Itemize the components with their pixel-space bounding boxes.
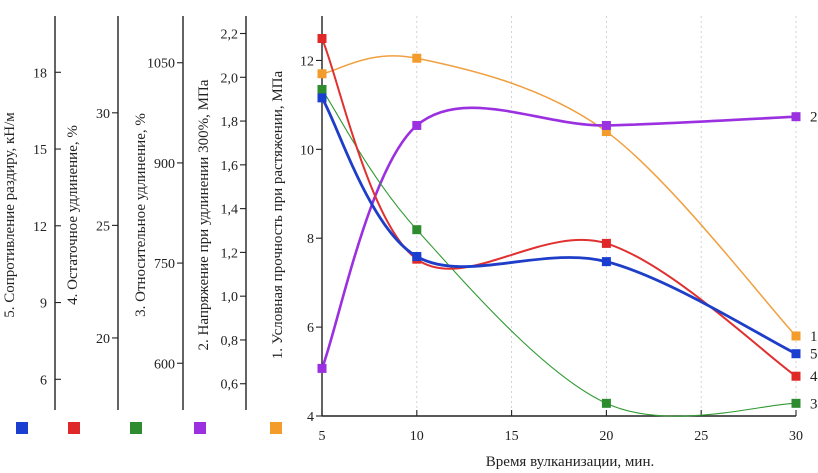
series-end-label-3: 3 bbox=[810, 396, 818, 412]
y-tick-label: 0,8 bbox=[221, 334, 239, 349]
y-tick-label: 30 bbox=[96, 107, 110, 122]
data-point bbox=[317, 34, 327, 44]
y-tick-label: 900 bbox=[154, 157, 175, 172]
x-tick-label: 5 bbox=[319, 429, 326, 444]
x-tick-label: 15 bbox=[505, 429, 519, 444]
y-tick-label: 2,0 bbox=[221, 71, 239, 86]
data-point bbox=[317, 69, 327, 79]
series-line-1 bbox=[321, 55, 797, 337]
x-tick-label: 30 bbox=[789, 429, 803, 444]
y-tick-label: 8 bbox=[307, 232, 314, 247]
data-point bbox=[601, 398, 611, 408]
data-point bbox=[412, 120, 422, 130]
y-tick-label: 25 bbox=[96, 219, 110, 234]
data-point bbox=[601, 120, 611, 130]
data-point bbox=[791, 398, 801, 408]
data-point bbox=[601, 257, 611, 267]
data-point bbox=[791, 112, 801, 122]
y-tick-label: 2,2 bbox=[221, 28, 239, 43]
data-point bbox=[317, 93, 327, 103]
y-axis-a4: 20 25 30 4. Остаточное удлинение, % bbox=[65, 16, 119, 410]
data-point bbox=[412, 53, 422, 63]
series-end-label-2: 2 bbox=[810, 110, 818, 126]
y-axis-title: 4. Остаточное удлинение, % bbox=[65, 125, 81, 305]
series-1: 1 bbox=[317, 53, 818, 345]
series-3: 3 bbox=[317, 84, 818, 417]
data-point bbox=[791, 371, 801, 381]
y-tick-label: 750 bbox=[154, 257, 175, 272]
y-tick-label: 1050 bbox=[147, 57, 175, 72]
y-tick-label: 600 bbox=[154, 357, 175, 372]
y-tick-label: 6 bbox=[40, 373, 47, 388]
data-point bbox=[791, 349, 801, 359]
y-tick-label: 1,6 bbox=[221, 159, 239, 174]
y-axis-title: 3. Относительное удлинение, % bbox=[133, 113, 149, 317]
data-point bbox=[317, 363, 327, 373]
y-tick-label: 12 bbox=[300, 54, 314, 69]
y-axis-a2: 0,6 0,8 1,0 1,2 1,4 1,6 1,8 2,0 2,2 2. Напряжение… bbox=[196, 16, 247, 410]
y-tick-label: 6 bbox=[307, 321, 314, 336]
legend-swatch-5 bbox=[16, 422, 28, 434]
x-axis-title: Время вулканизации, мин. bbox=[486, 454, 654, 470]
y-tick-label: 12 bbox=[33, 220, 47, 235]
y-tick-label: 15 bbox=[33, 143, 47, 158]
y-tick-label: 10 bbox=[300, 143, 314, 158]
series-group: 1 2 3 4 5 bbox=[317, 34, 818, 417]
grid bbox=[416, 16, 797, 416]
y-tick-label: 4 bbox=[307, 410, 314, 425]
legend-swatch-3 bbox=[130, 422, 142, 434]
series-2: 2 bbox=[317, 106, 818, 373]
y-tick-label: 1,4 bbox=[221, 203, 239, 218]
y-axis-a5: 6 9 12 15 18 5. Сопротивление раздиру, кН/м bbox=[2, 16, 61, 410]
y-tick-label: 1,2 bbox=[221, 246, 239, 261]
data-point bbox=[412, 251, 422, 261]
legend-swatch-1 bbox=[270, 422, 282, 434]
y-tick-label: 20 bbox=[96, 332, 110, 347]
y-tick-label: 1,0 bbox=[221, 290, 239, 305]
y-tick-label: 1,8 bbox=[221, 115, 239, 130]
data-point bbox=[601, 127, 611, 137]
data-point bbox=[412, 225, 422, 235]
series-end-label-4: 4 bbox=[810, 369, 818, 385]
series-line-2 bbox=[320, 106, 798, 370]
y-axis-title: 5. Сопротивление раздиру, кН/м bbox=[2, 112, 18, 318]
y-axis-title: 2. Напряжение при удлинении 300%, МПа bbox=[196, 79, 212, 350]
series-end-label-5: 5 bbox=[810, 347, 818, 363]
series-4: 4 bbox=[317, 34, 818, 385]
series-line-4 bbox=[321, 37, 797, 378]
data-point bbox=[601, 238, 611, 248]
series-end-label-1: 1 bbox=[810, 329, 818, 345]
legend bbox=[16, 422, 282, 434]
y-tick-label: 18 bbox=[33, 66, 47, 81]
data-point bbox=[791, 331, 801, 341]
series-line-5 bbox=[320, 96, 798, 356]
legend-swatch-4 bbox=[68, 422, 80, 434]
series-line-3 bbox=[321, 88, 797, 417]
x-tick-label: 25 bbox=[694, 429, 708, 444]
y-tick-label: 9 bbox=[40, 297, 47, 312]
x-tick-label: 20 bbox=[599, 429, 613, 444]
y-tick-label: 0,6 bbox=[221, 378, 239, 393]
x-tick-label: 10 bbox=[410, 429, 424, 444]
y-axis-a1: 4 6 8 10 12 1. Условная прочность при растяже… bbox=[270, 16, 323, 425]
data-point bbox=[317, 84, 327, 94]
legend-swatch-2 bbox=[194, 422, 206, 434]
axes: 5 10 15 20 25 30 6 9 12 15 18 5. Сопротивление разд… bbox=[2, 16, 803, 444]
series-5: 5 bbox=[317, 93, 818, 363]
y-axis-a3: 600 750 900 1050 3. Относительное удлинение,… bbox=[133, 16, 184, 410]
y-axis-title: 1. Условная прочность при растяжении, МП… bbox=[270, 70, 286, 359]
